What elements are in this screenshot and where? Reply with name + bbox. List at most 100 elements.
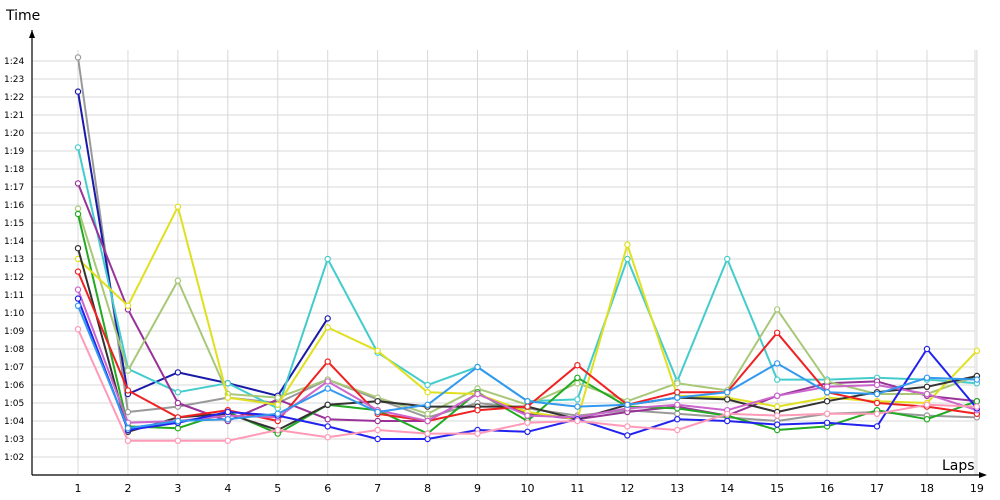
data-point xyxy=(74,205,82,212)
data-point xyxy=(923,345,931,353)
data-point xyxy=(973,347,981,354)
y-tick-label: 1:13 xyxy=(4,255,24,265)
series-group xyxy=(74,54,981,444)
data-point xyxy=(174,399,182,407)
y-tick-label: 1:11 xyxy=(4,291,24,301)
y-tick-label: 1:02 xyxy=(4,453,24,463)
x-tick-label: 4 xyxy=(224,482,231,495)
data-point xyxy=(374,435,381,443)
data-point xyxy=(324,385,331,392)
data-point xyxy=(324,401,331,408)
data-point xyxy=(174,369,182,376)
data-point xyxy=(674,401,681,408)
y-tick-label: 1:10 xyxy=(4,309,24,319)
x-tick-label: 7 xyxy=(374,482,381,495)
data-point xyxy=(773,421,781,428)
data-point xyxy=(174,437,182,444)
data-point xyxy=(674,416,681,423)
y-tick-label: 1:08 xyxy=(4,345,24,355)
series-12 xyxy=(74,302,981,432)
data-point xyxy=(474,430,481,437)
y-tick-label: 1:09 xyxy=(4,327,24,337)
data-point xyxy=(324,416,331,423)
y-tick-label: 1:24 xyxy=(4,57,24,67)
data-point xyxy=(773,426,781,434)
data-point xyxy=(124,387,132,394)
data-point xyxy=(724,396,731,403)
data-point xyxy=(224,416,232,423)
data-point xyxy=(524,419,531,426)
data-point xyxy=(773,392,781,399)
x-tick-label: 6 xyxy=(324,482,331,495)
data-point xyxy=(374,417,381,425)
data-point xyxy=(424,435,431,443)
data-point xyxy=(724,410,731,417)
data-point xyxy=(74,268,82,275)
data-point xyxy=(474,363,481,371)
axes xyxy=(29,30,987,478)
data-point xyxy=(274,426,281,434)
data-point xyxy=(823,419,831,426)
data-point xyxy=(923,401,931,408)
data-point xyxy=(174,425,182,432)
y-tick-labels: 1:02 1:03 1:04 1:05 1:06 1:07 1:08 1:09 1:10 1:11… xyxy=(4,57,24,463)
data-point xyxy=(74,54,82,61)
data-point xyxy=(324,434,331,441)
data-point xyxy=(873,399,881,407)
data-point xyxy=(124,425,132,432)
y-tick-label: 1:17 xyxy=(4,183,24,193)
data-point xyxy=(674,394,681,401)
data-point xyxy=(773,306,781,313)
data-point xyxy=(74,326,82,333)
data-point xyxy=(74,210,82,218)
data-point xyxy=(823,398,831,405)
data-point xyxy=(724,417,731,425)
data-point xyxy=(773,376,781,383)
x-tick-label: 15 xyxy=(770,482,784,495)
data-point xyxy=(274,410,281,417)
series-2 xyxy=(74,88,331,399)
data-point xyxy=(823,383,831,390)
data-point xyxy=(124,408,132,416)
data-point xyxy=(74,244,82,252)
data-point xyxy=(624,432,631,439)
y-tick-label: 1:16 xyxy=(4,201,24,211)
x-tick-label: 10 xyxy=(520,482,534,495)
data-point xyxy=(873,390,881,398)
data-point xyxy=(424,410,431,417)
data-point xyxy=(823,378,831,385)
data-point xyxy=(274,401,281,408)
data-point xyxy=(524,428,531,435)
data-point xyxy=(674,410,681,417)
series-11 xyxy=(74,295,981,443)
data-point xyxy=(424,401,431,408)
x-tick-label: 8 xyxy=(424,482,431,495)
data-point xyxy=(524,398,531,405)
data-point xyxy=(823,389,831,396)
data-point xyxy=(424,417,431,425)
data-point xyxy=(773,412,781,419)
data-point xyxy=(324,255,331,263)
y-tick-label: 1:20 xyxy=(4,129,24,139)
data-point xyxy=(624,401,631,408)
data-point xyxy=(823,410,831,417)
data-point xyxy=(174,277,182,284)
data-point xyxy=(923,383,931,390)
data-point xyxy=(574,362,581,369)
x-axis-arrow xyxy=(979,472,987,478)
data-point xyxy=(74,302,82,309)
data-point xyxy=(74,286,82,293)
data-point xyxy=(973,398,981,405)
data-point xyxy=(574,417,581,425)
y-tick-label: 1:05 xyxy=(4,399,24,409)
data-point xyxy=(224,408,232,416)
data-point xyxy=(973,376,981,383)
x-tick-label: 11 xyxy=(570,482,584,495)
data-point xyxy=(124,437,132,444)
x-axis-label: Laps xyxy=(942,458,975,474)
y-tick-label: 1:07 xyxy=(4,363,24,373)
x-tick-label: 5 xyxy=(274,482,281,495)
data-point xyxy=(674,380,681,387)
y-tick-label: 1:21 xyxy=(4,111,24,121)
data-point xyxy=(574,396,581,403)
